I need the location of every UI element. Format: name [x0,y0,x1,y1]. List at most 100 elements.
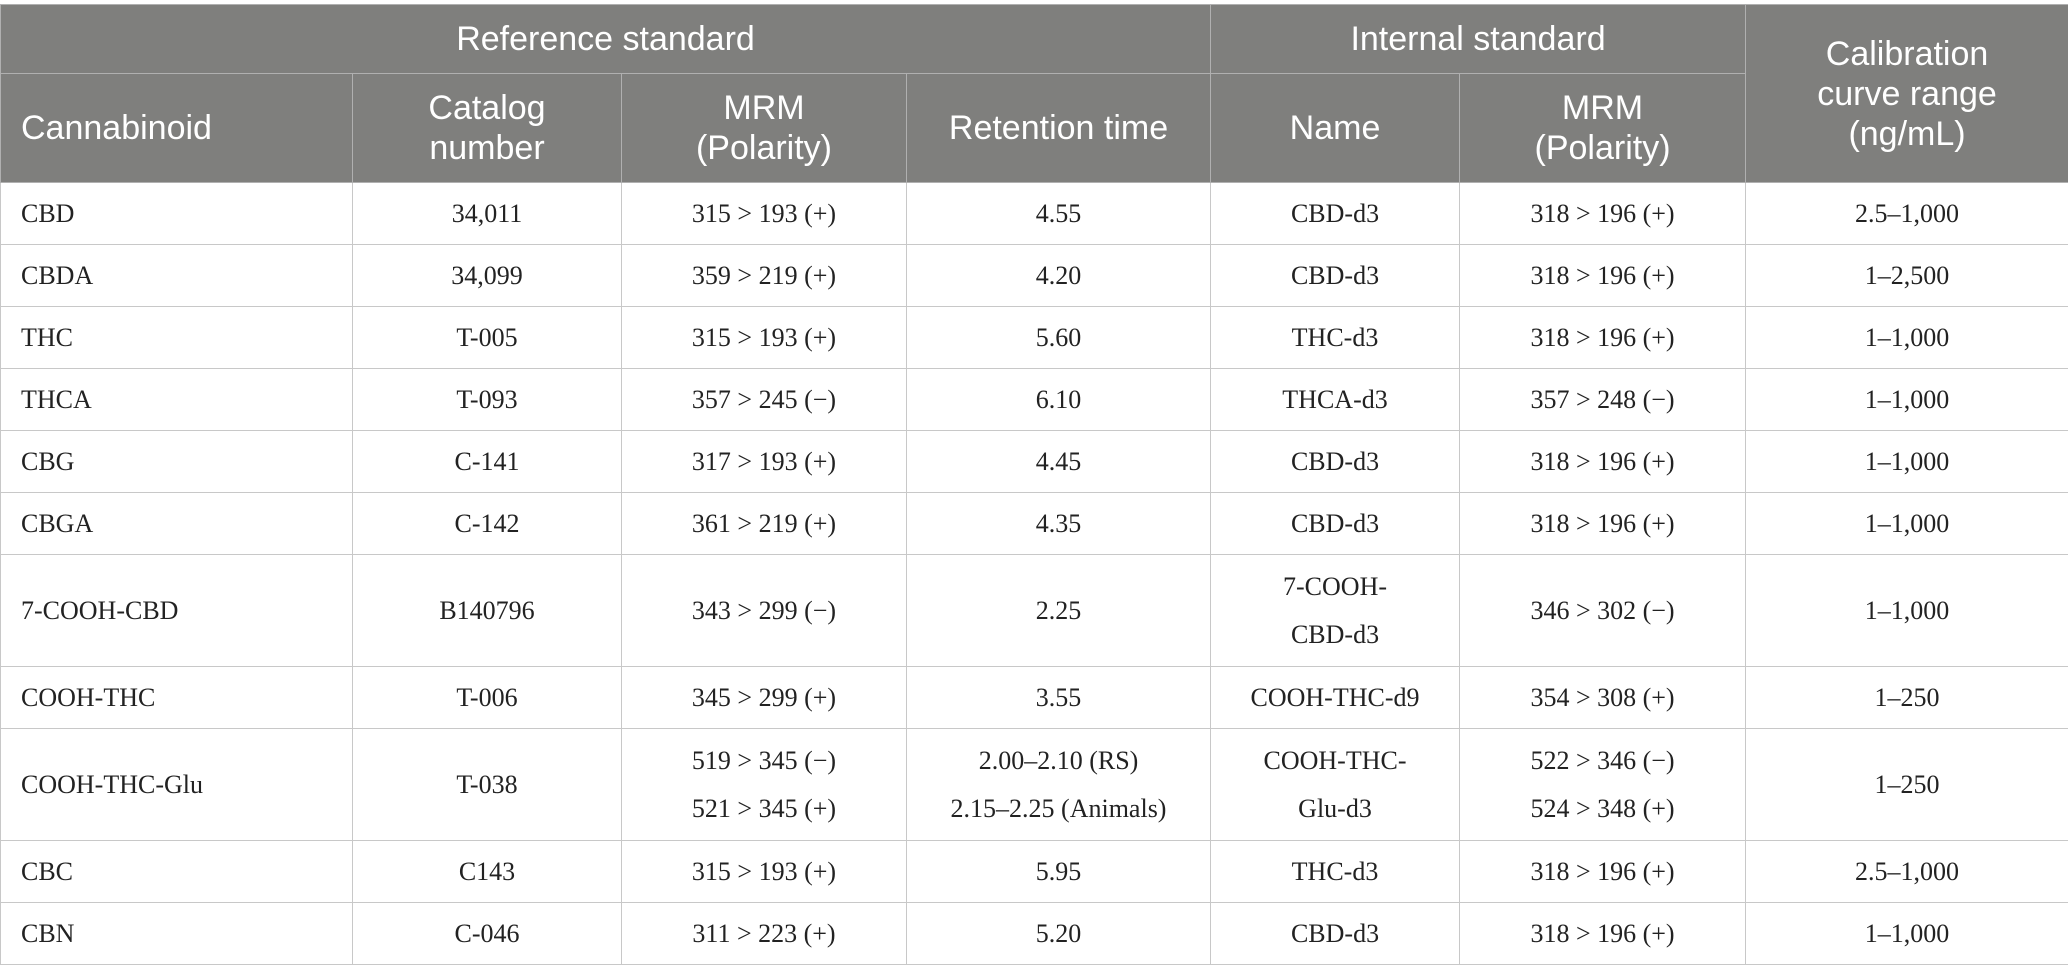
table-cell: CBD-d3 [1210,244,1461,307]
table-cell: CBD-d3 [1210,430,1461,493]
table-cell: 311 > 223 (+) [621,902,907,965]
table-cell: 357 > 248 (−) [1459,368,1747,431]
table-cell: 519 > 345 (−) 521 > 345 (+) [621,728,907,841]
table-cell: 317 > 193 (+) [621,430,907,493]
text-line: THCA-d3 [1282,384,1388,414]
text-line: THC-d3 [1291,322,1379,352]
text-line: 5.60 [1035,322,1082,352]
text-line: Calibration [1825,34,1989,73]
text-line: 318 > 196 (+) [1530,260,1675,290]
table-cell: THC-d3 [1210,840,1461,903]
table-cell: 4.45 [905,430,1212,493]
text-line: Cannabinoid [21,109,212,147]
text-line: 4.20 [1035,260,1082,290]
table-cell: 7-COOH-CBD [0,554,353,667]
table-cell: 5.95 [905,840,1212,903]
text-line: 345 > 299 (+) [691,682,837,712]
text-line: CBD-d3 [1290,619,1380,649]
text-line: T-005 [456,322,518,352]
text-line: 1–1,000 [1864,508,1950,538]
text-line: COOH-THC- [1263,745,1407,775]
table-row: CBC C143 315 > 193 (+) 5.95 THC-d3 318 > 196 … [0,840,2068,903]
text-line: 7-COOH-CBD [21,595,179,625]
table-cell: C143 [352,840,622,903]
table-cell: 318 > 196 (+) [1459,492,1747,555]
table-cell: 318 > 196 (+) [1459,244,1747,307]
text-line: 521 > 345 (+) [691,793,837,823]
table-cell: 34,099 [352,244,622,307]
text-line: 354 > 308 (+) [1530,682,1675,712]
text-line: 318 > 196 (+) [1530,918,1675,948]
text-line: C-046 [454,918,520,948]
text-line: Catalog [428,89,546,127]
text-line: T-093 [456,384,518,414]
text-line: 346 > 302 (−) [1530,595,1675,625]
text-line: 519 > 345 (−) [691,745,837,775]
column-header: MRM (Polarity) [1459,73,1747,183]
table-cell: 318 > 196 (+) [1459,430,1747,493]
text-line: CBD [21,198,75,228]
table-cell: CBD-d3 [1210,182,1461,245]
text-line: MRM [1561,89,1644,127]
table-row: THCA T-093 357 > 245 (−) 6.10 THCA-d3 357 > 2… [0,368,2068,431]
text-line: 1–250 [1874,769,1940,799]
header-row: Cannabinoid Catalog number MRM (Polarity) Ret… [0,73,2068,183]
column-header: MRM (Polarity) [621,73,907,183]
table-cell: T-093 [352,368,622,431]
text-line: 1–1,000 [1864,918,1950,948]
table-row: CBGA C-142 361 > 219 (+) 4.35 CBD-d3 318 > 19… [0,492,2068,555]
text-line: (Polarity) [695,129,833,167]
text-line: 361 > 219 (+) [691,508,837,538]
text-line: 3.55 [1035,682,1082,712]
text-line: 318 > 196 (+) [1530,508,1675,538]
column-header: Cannabinoid [0,73,353,183]
text-line: T-038 [456,769,518,799]
table-cell: 1–1,000 [1745,554,2068,667]
table-cell: C-046 [352,902,622,965]
text-line: CBGA [21,508,94,538]
table-row: THC T-005 315 > 193 (+) 5.60 THC-d3 318 > 196… [0,306,2068,369]
text-line: 2.5–1,000 [1855,198,1960,228]
table-cell: 6.10 [905,368,1212,431]
table-cell: 1–1,000 [1745,368,2068,431]
group-header: Internal standard [1210,4,1747,74]
text-line: 343 > 299 (−) [691,595,837,625]
table-cell: C-142 [352,492,622,555]
column-header: Calibration curve range (ng/mL) [1745,4,2068,183]
text-line: 5.95 [1035,856,1082,886]
text-line: C-141 [454,446,520,476]
text-line: 1–2,500 [1864,260,1950,290]
text-line: 317 > 193 (+) [691,446,837,476]
text-line: 7-COOH- [1283,571,1388,601]
text-line: (ng/mL) [1848,114,1966,153]
data-table: Reference standard Internal standard Calib… [0,4,2068,965]
table-cell: CBN [0,902,353,965]
table-cell: 318 > 196 (+) [1459,182,1747,245]
column-header: Name [1210,73,1461,183]
text-line: CBDA [21,260,94,290]
text-line: COOH-THC [21,682,156,712]
text-line: CBD-d3 [1290,198,1380,228]
text-line: 4.45 [1035,446,1082,476]
text-line: 311 > 223 (+) [692,918,836,948]
table-cell: CBC [0,840,353,903]
text-line: Name [1289,109,1381,147]
text-line: CBD-d3 [1290,508,1380,538]
table-cell: 1–1,000 [1745,492,2068,555]
table-cell: THC [0,306,353,369]
table-cell: THCA [0,368,353,431]
table-cell: 357 > 245 (−) [621,368,907,431]
table-cell: CBD-d3 [1210,492,1461,555]
text-line: THC [21,322,73,352]
table-cell: THC-d3 [1210,306,1461,369]
text-line: 34,099 [451,260,523,290]
table-row: CBG C-141 317 > 193 (+) 4.45 CBD-d3 318 > 196… [0,430,2068,493]
text-line: number [429,129,545,167]
text-line: 2.25 [1035,595,1082,625]
table-cell: 34,011 [352,182,622,245]
table-cell: 315 > 193 (+) [621,306,907,369]
table-cell: 2.5–1,000 [1745,840,2068,903]
table-cell: 318 > 196 (+) [1459,306,1747,369]
text-line: 315 > 193 (+) [691,856,837,886]
